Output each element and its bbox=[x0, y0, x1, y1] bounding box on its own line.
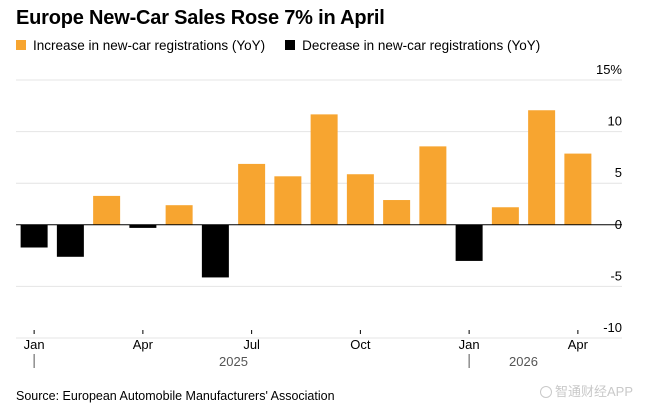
bar bbox=[129, 224, 157, 228]
year-label: 2026 bbox=[509, 354, 538, 369]
bar bbox=[201, 224, 229, 278]
bar bbox=[564, 153, 592, 225]
bar bbox=[346, 174, 374, 225]
x-tick-label: Apr bbox=[133, 337, 154, 352]
bar bbox=[419, 146, 447, 225]
year-label: 2025 bbox=[219, 354, 248, 369]
legend-label-decrease: Decrease in new-car registrations (YoY) bbox=[302, 37, 541, 53]
bar bbox=[238, 163, 266, 225]
bar bbox=[528, 110, 556, 225]
x-tick-label: Jan bbox=[24, 337, 45, 352]
bar bbox=[93, 195, 121, 225]
y-tick-label: -5 bbox=[610, 268, 622, 283]
bar bbox=[274, 176, 302, 225]
legend-swatch-decrease bbox=[285, 40, 296, 50]
bar bbox=[56, 224, 84, 257]
y-tick-label: -10 bbox=[603, 320, 622, 335]
source-note: Source: European Automobile Manufacturer… bbox=[16, 389, 335, 403]
x-tick-label: Apr bbox=[568, 337, 589, 352]
x-tick-label: Jul bbox=[243, 337, 260, 352]
legend-swatch-increase bbox=[16, 40, 26, 50]
x-tick-label: Oct bbox=[350, 337, 371, 352]
legend-item-decrease: Decrease in new-car registrations (YoY) bbox=[285, 38, 540, 53]
y-tick-label: 15% bbox=[596, 62, 622, 77]
y-tick-label: 5 bbox=[615, 165, 622, 180]
bar bbox=[20, 224, 48, 248]
bar bbox=[383, 200, 411, 225]
bar bbox=[455, 224, 483, 261]
bar bbox=[310, 114, 338, 225]
bar bbox=[491, 207, 519, 225]
watermark-text: 智通财经APP bbox=[555, 384, 634, 399]
watermark: 智通财经APP bbox=[540, 381, 633, 400]
chart-title: Europe New-Car Sales Rose 7% in April bbox=[16, 7, 385, 29]
x-tick-label: Jan bbox=[459, 337, 480, 352]
legend-label-increase: Increase in new-car registrations (YoY) bbox=[33, 37, 266, 53]
legend: Increase in new-car registrations (YoY) … bbox=[16, 37, 560, 53]
legend-item-increase: Increase in new-car registrations (YoY) bbox=[16, 38, 265, 53]
watermark-logo-icon bbox=[540, 386, 552, 398]
y-tick-label: 10 bbox=[608, 114, 622, 129]
bar bbox=[165, 205, 193, 225]
